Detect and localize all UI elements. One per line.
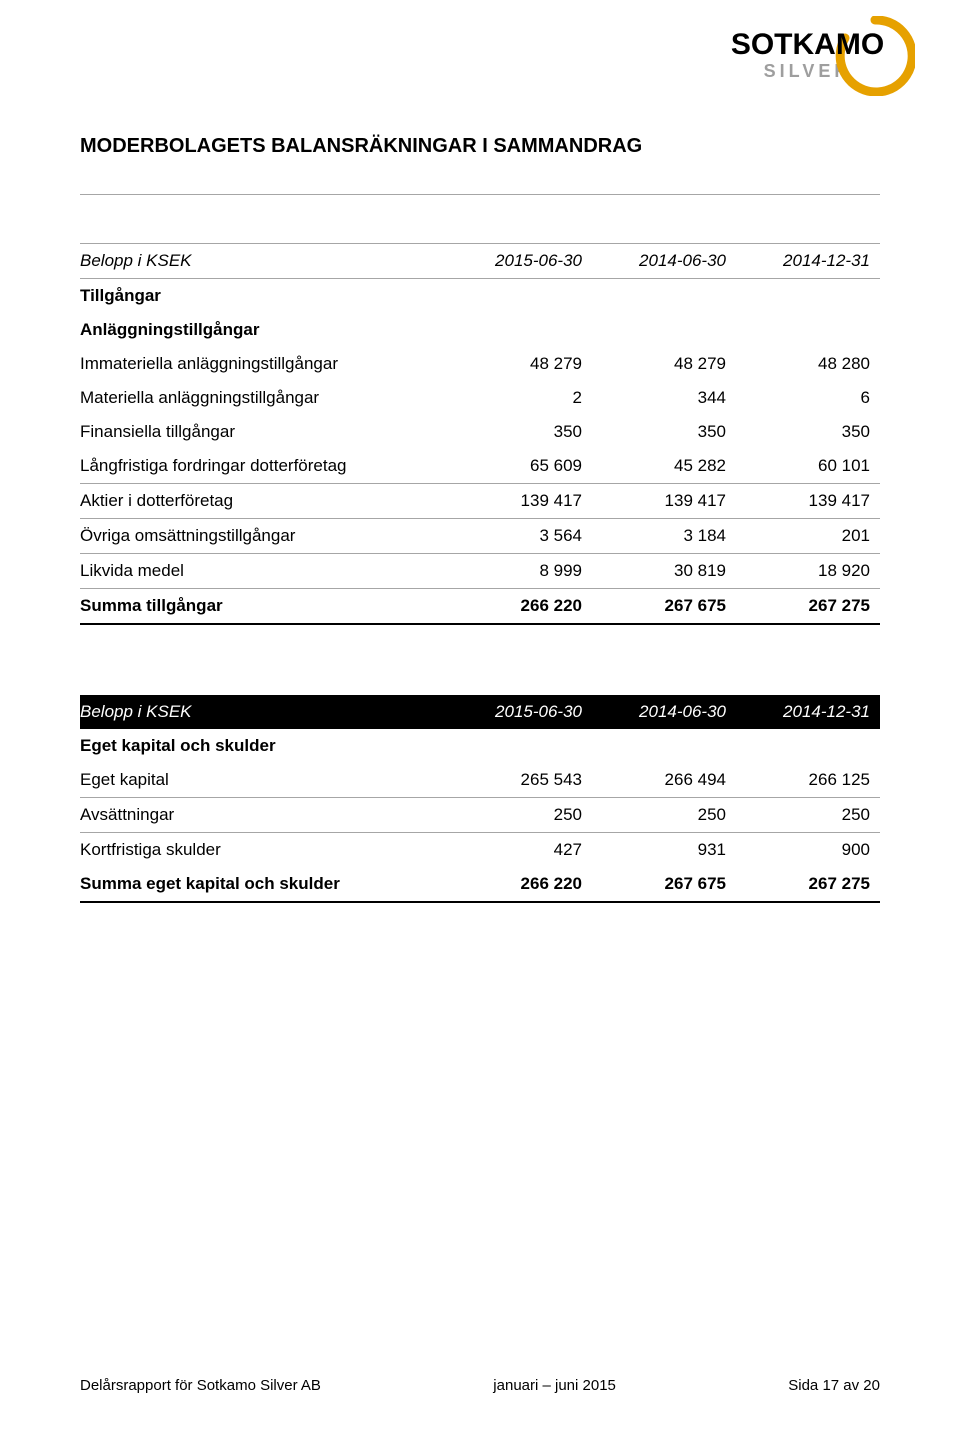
row-label: Övriga omsättningstillgångar	[80, 519, 448, 554]
cell: 48 279	[448, 347, 592, 381]
table-row: Avsättningar 250 250 250	[80, 798, 880, 833]
row-label: Immateriella anläggningstillgångar	[80, 347, 448, 381]
cell: 265 543	[448, 763, 592, 798]
cell: 45 282	[592, 449, 736, 484]
cell: 267 275	[736, 867, 880, 902]
footer-right: Sida 17 av 20	[788, 1377, 880, 1394]
table-row: Långfristiga fordringar dotterföretag 65…	[80, 449, 880, 484]
cell: 48 280	[736, 347, 880, 381]
table-spacer-row	[80, 195, 880, 244]
cell: 266 220	[448, 867, 592, 902]
footer-left: Delårsrapport för Sotkamo Silver AB	[80, 1377, 321, 1394]
balance-table-equity: Belopp i KSEK 2015-06-30 2014-06-30 2014…	[80, 695, 880, 903]
cell: 266 220	[448, 589, 592, 625]
table-header-row: Belopp i KSEK 2015-06-30 2014-06-30 2014…	[80, 244, 880, 279]
cell: 267 675	[592, 589, 736, 625]
sum-row: Summa eget kapital och skulder 266 220 2…	[80, 867, 880, 902]
section-label: Eget kapital och skulder	[80, 729, 448, 763]
cell: 350	[448, 415, 592, 449]
table-row: Kortfristiga skulder 427 931 900	[80, 833, 880, 868]
company-logo: SOTKAMO SILVER	[710, 30, 905, 80]
row-label: Kortfristiga skulder	[80, 833, 448, 868]
cell: 267 275	[736, 589, 880, 625]
sum-label: Summa tillgångar	[80, 589, 448, 625]
header-col1: 2015-06-30	[448, 244, 592, 279]
cell: 8 999	[448, 554, 592, 589]
cell: 60 101	[736, 449, 880, 484]
cell: 65 609	[448, 449, 592, 484]
cell: 6	[736, 381, 880, 415]
header-col1: 2015-06-30	[448, 695, 592, 729]
cell: 3 184	[592, 519, 736, 554]
cell: 139 417	[592, 484, 736, 519]
cell: 350	[592, 415, 736, 449]
header-label: Belopp i KSEK	[80, 695, 448, 729]
cell: 3 564	[448, 519, 592, 554]
table-row: Aktier i dotterföretag 139 417 139 417 1…	[80, 484, 880, 519]
page-title: MODERBOLAGETS BALANSRÄKNINGAR I SAMMANDR…	[80, 135, 880, 158]
row-label: Finansiella tillgångar	[80, 415, 448, 449]
section-label: Tillgångar	[80, 279, 448, 314]
row-label: Materiella anläggningstillgångar	[80, 381, 448, 415]
footer-center: januari – juni 2015	[493, 1377, 616, 1394]
table-header-row: Belopp i KSEK 2015-06-30 2014-06-30 2014…	[80, 695, 880, 729]
row-label: Långfristiga fordringar dotterföretag	[80, 449, 448, 484]
cell: 344	[592, 381, 736, 415]
table-row: Immateriella anläggningstillgångar 48 27…	[80, 347, 880, 381]
section-label: Anläggningstillgångar	[80, 313, 448, 347]
logo-text-line1: SOTKAMO	[710, 30, 905, 60]
cell: 250	[592, 798, 736, 833]
section-row: Tillgångar	[80, 279, 880, 314]
section-row: Eget kapital och skulder	[80, 729, 880, 763]
cell: 18 920	[736, 554, 880, 589]
table-row: Övriga omsättningstillgångar 3 564 3 184…	[80, 519, 880, 554]
cell: 931	[592, 833, 736, 868]
sum-row: Summa tillgångar 266 220 267 675 267 275	[80, 589, 880, 625]
header-col2: 2014-06-30	[592, 244, 736, 279]
balance-table-assets: Belopp i KSEK 2015-06-30 2014-06-30 2014…	[80, 194, 880, 625]
cell: 900	[736, 833, 880, 868]
cell: 250	[448, 798, 592, 833]
table-row: Finansiella tillgångar 350 350 350	[80, 415, 880, 449]
cell: 266 125	[736, 763, 880, 798]
cell: 2	[448, 381, 592, 415]
cell: 267 675	[592, 867, 736, 902]
header-label: Belopp i KSEK	[80, 244, 448, 279]
section-row: Anläggningstillgångar	[80, 313, 880, 347]
table-row: Likvida medel 8 999 30 819 18 920	[80, 554, 880, 589]
cell: 30 819	[592, 554, 736, 589]
cell: 139 417	[736, 484, 880, 519]
sum-label: Summa eget kapital och skulder	[80, 867, 448, 902]
header-col2: 2014-06-30	[592, 695, 736, 729]
page-footer: Delårsrapport för Sotkamo Silver AB janu…	[80, 1377, 880, 1394]
header-col3: 2014-12-31	[736, 244, 880, 279]
cell: 266 494	[592, 763, 736, 798]
header-col3: 2014-12-31	[736, 695, 880, 729]
cell: 250	[736, 798, 880, 833]
row-label: Eget kapital	[80, 763, 448, 798]
row-label: Avsättningar	[80, 798, 448, 833]
table-row: Eget kapital 265 543 266 494 266 125	[80, 763, 880, 798]
cell: 139 417	[448, 484, 592, 519]
table-row: Materiella anläggningstillgångar 2 344 6	[80, 381, 880, 415]
cell: 350	[736, 415, 880, 449]
row-label: Aktier i dotterföretag	[80, 484, 448, 519]
cell: 201	[736, 519, 880, 554]
cell: 48 279	[592, 347, 736, 381]
row-label: Likvida medel	[80, 554, 448, 589]
cell: 427	[448, 833, 592, 868]
page: SOTKAMO SILVER MODERBOLAGETS BALANSRÄKNI…	[0, 0, 960, 1442]
